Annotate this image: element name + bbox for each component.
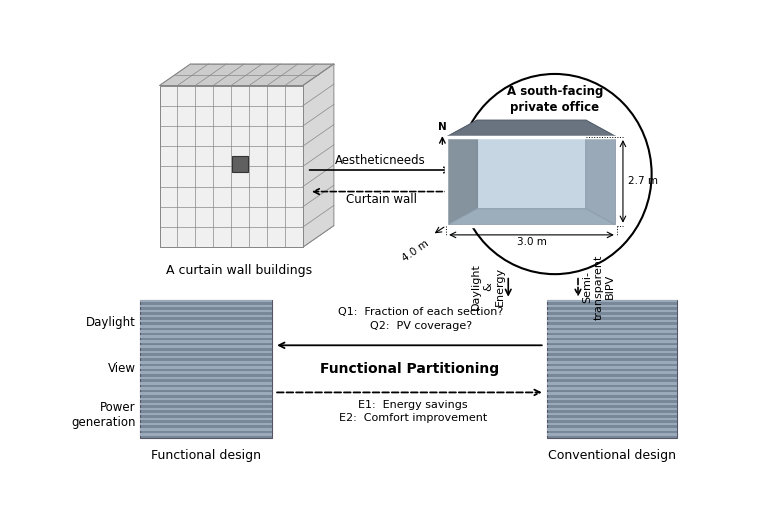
Bar (547, 305, 677, 307)
Bar (140, 330, 272, 333)
Text: Aestheticneeds: Aestheticneeds (335, 154, 426, 167)
Bar (140, 356, 272, 358)
Bar (547, 320, 677, 322)
Bar (547, 376, 677, 379)
Bar (547, 413, 677, 415)
Bar (547, 356, 677, 358)
Bar (140, 300, 272, 302)
Bar (140, 320, 272, 322)
Bar (140, 376, 272, 379)
Polygon shape (446, 120, 477, 226)
Bar (140, 300, 272, 345)
Bar (140, 325, 272, 328)
Bar (547, 330, 677, 333)
Bar (140, 361, 272, 363)
Bar (140, 393, 272, 395)
Bar (140, 366, 272, 369)
Bar (547, 393, 677, 438)
Bar (140, 387, 272, 390)
Bar (140, 310, 272, 313)
Bar (547, 402, 677, 405)
Polygon shape (446, 120, 617, 137)
Text: E2:  Comfort improvement: E2: Comfort improvement (339, 413, 488, 423)
Bar (140, 408, 272, 410)
Text: Curtain wall: Curtain wall (346, 193, 417, 206)
Bar (159, 85, 303, 247)
Text: Semi-
transparent
BIPV: Semi- transparent BIPV (582, 254, 615, 320)
Bar (547, 382, 677, 385)
Bar (547, 423, 677, 425)
Polygon shape (448, 139, 615, 224)
Text: A curtain wall buildings: A curtain wall buildings (166, 264, 312, 277)
Bar (232, 156, 248, 172)
Polygon shape (477, 120, 586, 209)
Polygon shape (303, 64, 334, 247)
Text: Q2:  PV coverage?: Q2: PV coverage? (370, 320, 472, 331)
Bar (140, 345, 272, 348)
Bar (547, 345, 677, 393)
Bar (547, 350, 677, 353)
Text: Conventional design: Conventional design (548, 449, 676, 462)
Bar (547, 393, 677, 395)
Bar (547, 335, 677, 337)
Text: E1:  Energy savings: E1: Energy savings (359, 399, 468, 410)
Text: Daylight
&
Energy: Daylight & Energy (471, 264, 505, 310)
Text: N: N (438, 122, 447, 132)
Text: A south-facing
private office: A south-facing private office (506, 85, 603, 113)
Polygon shape (446, 209, 617, 226)
Bar (140, 397, 272, 400)
Bar (140, 423, 272, 425)
Bar (140, 350, 272, 353)
Bar (140, 402, 272, 405)
Bar (140, 428, 272, 431)
Bar (140, 413, 272, 415)
Bar (140, 393, 272, 438)
Bar (547, 397, 677, 400)
Text: Q1:  Fraction of each section?: Q1: Fraction of each section? (339, 307, 504, 317)
Bar (547, 361, 677, 363)
Bar (547, 366, 677, 369)
Bar (140, 371, 272, 374)
Bar (547, 418, 677, 420)
Bar (140, 382, 272, 385)
Bar (547, 315, 677, 317)
Text: Power
generation: Power generation (71, 401, 136, 430)
Bar (547, 300, 677, 345)
Bar (547, 345, 677, 348)
Bar (547, 300, 677, 302)
Bar (140, 345, 272, 393)
Bar (140, 315, 272, 317)
Text: 3.0 m: 3.0 m (516, 237, 547, 247)
Bar (547, 433, 677, 436)
Bar (140, 433, 272, 436)
Text: Functional design: Functional design (151, 449, 261, 462)
Bar (140, 335, 272, 337)
Text: 2.7 m: 2.7 m (628, 176, 658, 186)
Polygon shape (159, 64, 334, 85)
Bar (547, 325, 677, 328)
Text: Functional Partitioning: Functional Partitioning (320, 362, 499, 376)
Text: View: View (108, 362, 136, 375)
Bar (140, 305, 272, 307)
Bar (140, 418, 272, 420)
Bar (547, 371, 677, 374)
Polygon shape (586, 120, 617, 226)
Bar (547, 310, 677, 313)
Bar (547, 408, 677, 410)
Text: 4.0 m: 4.0 m (401, 238, 431, 263)
Bar (547, 387, 677, 390)
Text: Daylight: Daylight (86, 316, 136, 329)
Bar (140, 340, 272, 343)
Ellipse shape (458, 74, 651, 274)
Bar (547, 428, 677, 431)
Bar (547, 340, 677, 343)
